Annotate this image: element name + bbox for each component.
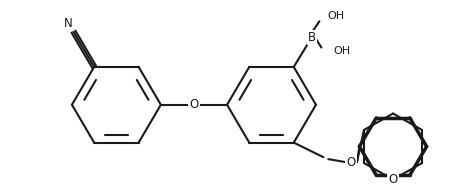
Text: B: B: [307, 31, 316, 44]
Text: O: O: [389, 173, 398, 186]
Text: OH: OH: [328, 11, 345, 21]
Text: OH: OH: [333, 46, 350, 56]
Text: N: N: [64, 17, 73, 30]
Text: O: O: [346, 156, 356, 168]
Text: O: O: [189, 98, 199, 111]
